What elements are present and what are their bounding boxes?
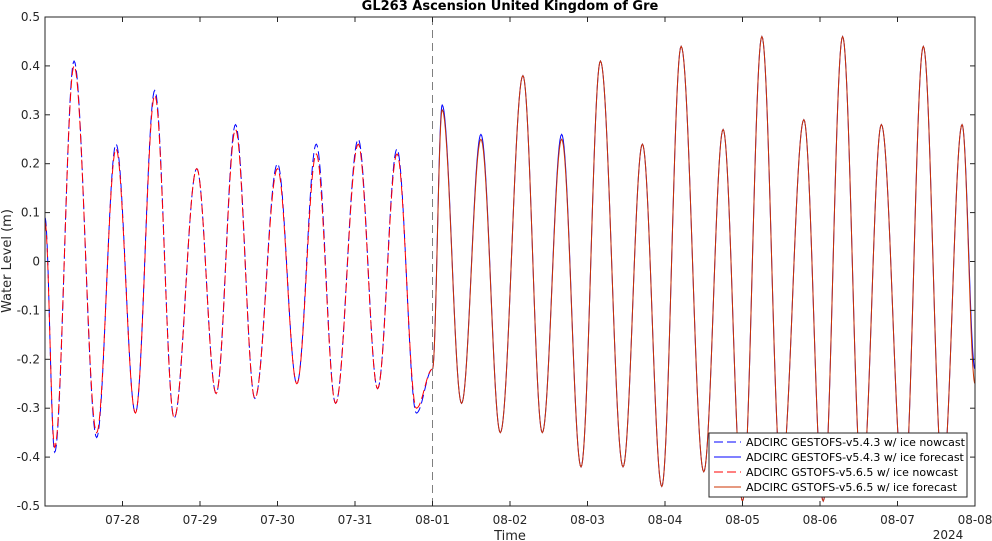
chart-title: GL263 Ascension United Kingdom of Gre — [362, 0, 659, 14]
x-tick-label: 07-29 — [183, 513, 218, 527]
legend-label-gestofs-forecast: ADCIRC GESTOFS-v5.4.3 w/ ice forecast — [746, 451, 965, 464]
x-tick-label: 08-07 — [880, 513, 915, 527]
plot-background — [45, 17, 975, 506]
x-tick-label: 07-28 — [105, 513, 140, 527]
legend-label-gstofs-forecast: ADCIRC GSTOFS-v5.6.5 w/ ice forecast — [746, 481, 958, 494]
y-tick-label: 0.3 — [21, 108, 40, 122]
y-tick-label: -0.1 — [17, 303, 40, 317]
x-tick-label: 08-08 — [958, 513, 992, 527]
series-line-2 — [44, 64, 433, 449]
y-tick-label: 0 — [32, 255, 40, 269]
y-tick-label: -0.3 — [17, 401, 40, 415]
x-tick-label: 08-04 — [648, 513, 683, 527]
y-tick-label: -0.4 — [17, 450, 40, 464]
y-axis-label: Water Level (m) — [0, 209, 15, 313]
legend-box — [708, 432, 968, 498]
x-axis-year-label: 2024 — [933, 528, 964, 541]
legend: ADCIRC GESTOFS-v5.4.3 w/ ice nowcast ADC… — [708, 432, 968, 498]
x-tick-label: 08-05 — [725, 513, 760, 527]
x-axis-label: Time — [493, 529, 526, 541]
series-line-3 — [432, 35, 976, 503]
series-layer — [44, 35, 976, 503]
y-tick-label: 0.1 — [21, 206, 40, 220]
x-tick-label: 07-30 — [260, 513, 295, 527]
y-tick-label: 0.2 — [21, 157, 40, 171]
y-tick-label: -0.2 — [17, 352, 40, 366]
y-tick-label: 0.5 — [21, 10, 40, 24]
ticks-layer: 0.5 0.4 0.3 0.2 0.1 0 -0.1 -0.2 -0.3 -0.4 -0.5 07-2… — [17, 10, 992, 527]
x-tick-label: 08-02 — [493, 513, 528, 527]
legend-label-gestofs-nowcast: ADCIRC GESTOFS-v5.4.3 w/ ice nowcast — [746, 436, 966, 449]
legend-label-gstofs-nowcast: ADCIRC GSTOFS-v5.6.5 w/ ice nowcast — [746, 466, 959, 479]
y-tick-label: -0.5 — [17, 499, 40, 513]
x-tick-label: 08-03 — [570, 513, 605, 527]
x-tick-label: 08-06 — [803, 513, 838, 527]
y-tick-label: 0.4 — [21, 59, 40, 73]
x-tick-label: 08-01 — [415, 513, 450, 527]
x-tick-label: 07-31 — [338, 513, 373, 527]
